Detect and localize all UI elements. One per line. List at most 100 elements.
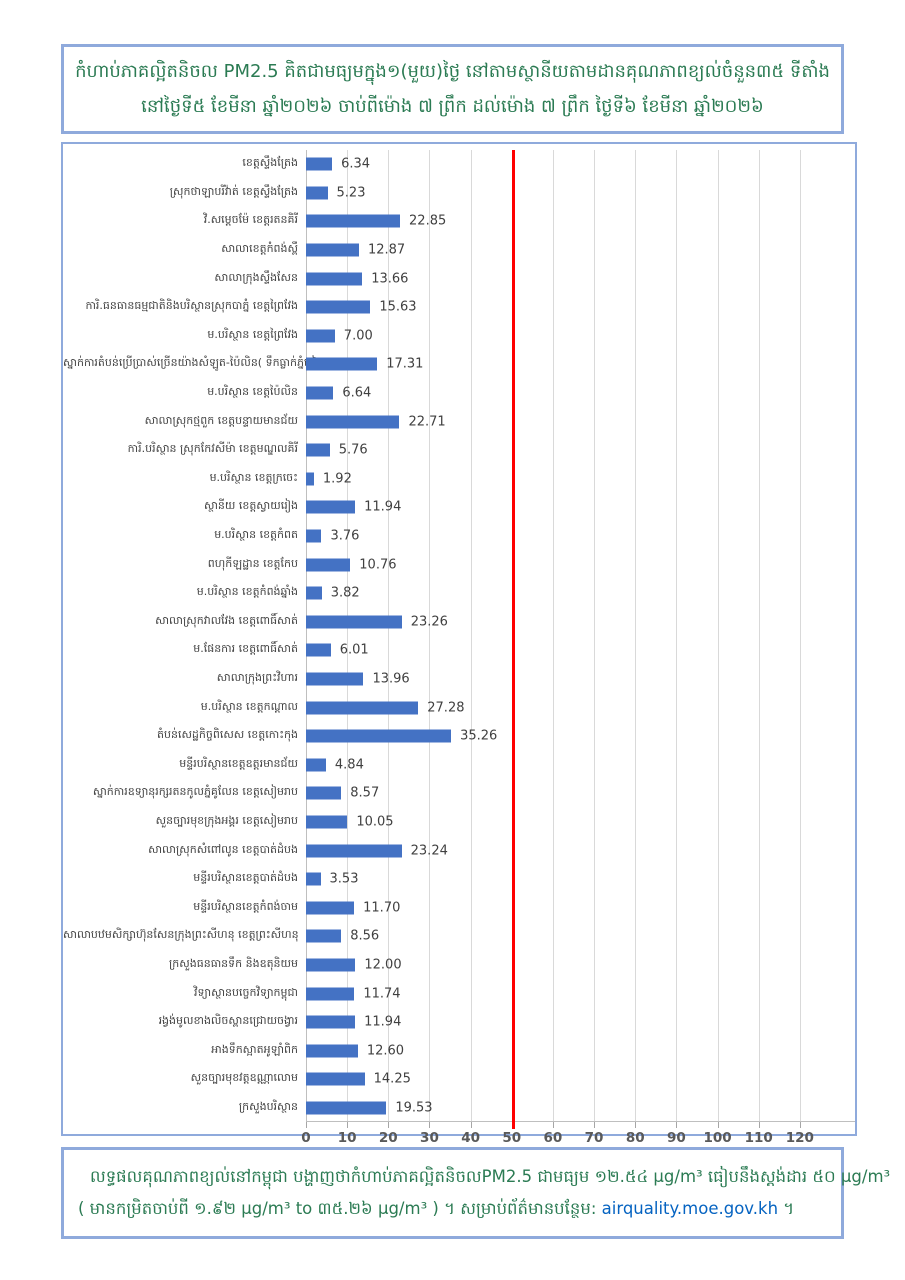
footer-note-line-2-suffix: ។ (778, 1199, 795, 1218)
category-label: វិ.សម្ដេចម៉ែ ខេត្តរតនគិរី (203, 213, 298, 227)
chart-row: សាលាស្រុកសំពៅលូន ខេត្តបាត់ដំបង 23.24 (63, 836, 841, 865)
value-label: 14.25 (373, 1071, 411, 1087)
bar (306, 386, 334, 400)
bar (306, 758, 326, 772)
bar-track: 10.76 (306, 550, 841, 579)
bar-track: 4.84 (306, 750, 841, 779)
x-axis-tick-label: 100 (703, 1130, 732, 1146)
bar (306, 615, 402, 629)
value-label: 22.71 (408, 414, 446, 430)
chart-row: ក្រសួងបរិស្ថាន 19.53 (63, 1094, 841, 1123)
bar-track: 8.56 (306, 922, 841, 951)
bar (306, 157, 333, 171)
chart-row: ខេត្តស្ទឹងត្រែង 6.34 (63, 150, 841, 179)
category-label: ការិ.បរិស្ថាន ស្រុកកែវសីម៉ា ខេត្តមណ្ឌលគិ… (127, 442, 298, 456)
reference-line-50 (511, 150, 515, 1129)
bar-track: 15.63 (306, 293, 841, 322)
x-axis-tick-label: 30 (420, 1130, 439, 1146)
category-label: សាលាបឋមសិក្សាហ៊ុនសែនក្រុងព្រះសីហនុ ខេត្ត… (63, 928, 299, 942)
chart-row: ក្រសួងធនធានទឹក និងឧតុនិយម 12.00 (63, 951, 841, 980)
bar (306, 1044, 358, 1058)
bar-track: 12.87 (306, 236, 841, 265)
category-label: សាលាខេត្តកំពង់ស្ពឺ (221, 242, 298, 256)
x-axis-tick-label: 50 (502, 1130, 522, 1146)
chart-row: មន្ទីរបរិស្ថានខេត្តបាត់ដំបង 3.53 (63, 865, 841, 894)
chart-row: សាលាស្រុកថ្មពួក ខេត្តបន្ទាយមានជ័យ 22.71 (63, 407, 841, 436)
category-label: សួនច្បារមុខក្រុងអង្គរ ខេត្តសៀមរាប (155, 813, 298, 827)
chart-row: ការិ.បរិស្ថាន ស្រុកកែវសីម៉ា ខេត្តមណ្ឌលគិ… (63, 436, 841, 465)
bar (306, 643, 331, 657)
bar-track: 6.34 (306, 150, 841, 179)
bar-track: 35.26 (306, 722, 841, 751)
category-label: មន្ទីរបរិស្ថានខេត្តកំពង់ចាម (193, 899, 298, 913)
x-axis-tick-label: 80 (625, 1130, 645, 1146)
footer-link[interactable]: airquality.moe.gov.kh (601, 1199, 779, 1218)
bar-track: 6.01 (306, 636, 841, 665)
x-axis-tick-label: 40 (461, 1130, 481, 1146)
value-label: 13.66 (371, 271, 409, 287)
value-label: 5.76 (338, 442, 368, 458)
x-axis-tick-label: 10 (337, 1130, 357, 1146)
x-axis-tick-label: 120 (785, 1130, 814, 1146)
bar-track: 12.60 (306, 1036, 841, 1065)
value-label: 11.70 (363, 900, 401, 916)
category-label: ម.ផែនការ ខេត្តពោធិ៍សាត់ (193, 642, 298, 656)
axis-tick-mark (758, 1122, 760, 1128)
axis-tick-mark (552, 1122, 554, 1128)
value-label: 35.26 (460, 728, 498, 744)
category-label: សាលាក្រុងស្ទឹងសែន (214, 270, 298, 284)
bar-track: 12.00 (306, 951, 841, 980)
value-label: 11.94 (364, 1014, 402, 1030)
value-label: 11.74 (363, 986, 401, 1002)
category-label: ម.បរិស្ថាន ខេត្តប៉ៃលិន (207, 385, 298, 399)
bar (306, 872, 321, 886)
bar (306, 329, 335, 343)
bar-track: 3.53 (306, 865, 841, 894)
chart-row: សាលាស្រុកវាលវែង ខេត្តពោធិ៍សាត់ 23.26 (63, 608, 841, 637)
value-label: 12.87 (367, 242, 406, 258)
grid-line (552, 150, 554, 1122)
axis-tick-mark (388, 1122, 390, 1128)
value-label: 19.53 (395, 1100, 433, 1116)
bar-track: 11.74 (306, 979, 841, 1008)
chart-row: សាលាបឋមសិក្សាហ៊ុនសែនក្រុងព្រះសីហនុ ខេត្ត… (63, 922, 841, 951)
bar-track: 11.94 (306, 1008, 841, 1037)
value-label: 23.26 (410, 614, 448, 630)
bar (306, 786, 342, 800)
value-label: 8.56 (350, 928, 380, 944)
bar-track: 6.64 (306, 379, 841, 408)
value-label: 3.82 (330, 585, 360, 601)
value-label: 3.76 (330, 528, 360, 544)
category-label: វិទ្យាស្ថានបច្ចេកវិទ្យាកម្ពុជា (194, 985, 298, 999)
category-label: សួនច្បារមុខវត្តឧណ្ណាលោម (190, 1071, 298, 1085)
bar (306, 472, 314, 486)
x-axis: 0 10 20 30 40 50 60 70 80 90 100 110 120 (301, 1128, 841, 1150)
grid-line (347, 150, 349, 1122)
chart-title-line-1: កំហាប់ភាគល្អិតនិចល PM2.5 គិតជាមធ្យមក្នុង… (75, 60, 830, 82)
value-label: 13.96 (372, 671, 410, 687)
value-label: 22.85 (409, 213, 447, 229)
grid-line (306, 150, 307, 1122)
chart-row: សាលាក្រុងព្រះវិហារ 13.96 (63, 665, 841, 694)
grid-line (676, 150, 678, 1122)
axis-tick-mark (799, 1122, 801, 1128)
grid-line (388, 150, 390, 1122)
chart-row: ម.បរិស្ថាន ខេត្តក្រចេះ 1.92 (63, 465, 841, 494)
category-label: ស្នាក់ការឧទ្យានុរក្សរតនកូលភ្នំគូលែន ខេត្… (92, 785, 298, 799)
chart-row: ម.បរិស្ថាន ខេត្តកំពង់ឆ្នាំង 3.82 (63, 579, 841, 608)
bar (306, 701, 419, 715)
bar (306, 186, 328, 200)
chart-row: វិទ្យាស្ថានបច្ចេកវិទ្យាកម្ពុជា 11.74 (63, 979, 841, 1008)
grid-line (594, 150, 596, 1122)
axis-tick-mark (429, 1122, 431, 1128)
chart-row: មន្ទីរបរិស្ថានខេត្តកំពង់ចាម 11.70 (63, 893, 841, 922)
chart-row: វិ.សម្ដេចម៉ែ ខេត្តរតនគិរី 22.85 (63, 207, 841, 236)
category-label: សាលាស្រុកថ្មពួក ខេត្តបន្ទាយមានជ័យ (144, 413, 298, 427)
grid-line (635, 150, 637, 1122)
bar-track: 14.25 (306, 1065, 841, 1094)
axis-tick-mark (306, 1122, 307, 1128)
bar (306, 357, 378, 371)
category-label: ពហុកីឡដ្ឋាន ខេត្តកែប (207, 556, 298, 570)
plot-grid (306, 150, 855, 1129)
